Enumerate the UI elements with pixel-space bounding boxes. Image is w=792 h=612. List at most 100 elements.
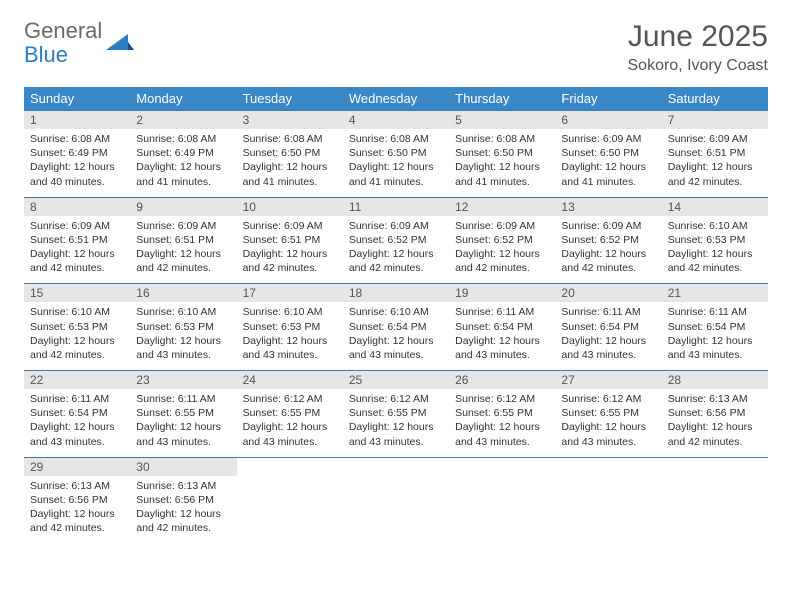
page: General Blue June 2025 Sokoro, Ivory Coa… — [0, 0, 792, 563]
calendar-cell: 10Sunrise: 6:09 AMSunset: 6:51 PMDayligh… — [237, 197, 343, 284]
page-subtitle: Sokoro, Ivory Coast — [628, 57, 769, 75]
logo: General Blue — [24, 20, 134, 68]
calendar-week-row: 15Sunrise: 6:10 AMSunset: 6:53 PMDayligh… — [24, 284, 768, 371]
day-number: 1 — [24, 111, 130, 129]
day-details: Sunrise: 6:08 AMSunset: 6:49 PMDaylight:… — [24, 129, 130, 197]
calendar-cell: 3Sunrise: 6:08 AMSunset: 6:50 PMDaylight… — [237, 111, 343, 198]
day-number: 4 — [343, 111, 449, 129]
day-details: Sunrise: 6:12 AMSunset: 6:55 PMDaylight:… — [555, 389, 661, 457]
day-number: 17 — [237, 284, 343, 302]
calendar-cell: 27Sunrise: 6:12 AMSunset: 6:55 PMDayligh… — [555, 371, 661, 458]
day-number: 13 — [555, 198, 661, 216]
day-number: 29 — [24, 458, 130, 476]
day-number: 24 — [237, 371, 343, 389]
day-details: Sunrise: 6:08 AMSunset: 6:50 PMDaylight:… — [343, 129, 449, 197]
day-number: 23 — [130, 371, 236, 389]
day-number: 2 — [130, 111, 236, 129]
calendar-cell: 16Sunrise: 6:10 AMSunset: 6:53 PMDayligh… — [130, 284, 236, 371]
title-block: June 2025 Sokoro, Ivory Coast — [628, 20, 769, 75]
calendar-week-row: 29Sunrise: 6:13 AMSunset: 6:56 PMDayligh… — [24, 457, 768, 543]
calendar-cell: 8Sunrise: 6:09 AMSunset: 6:51 PMDaylight… — [24, 197, 130, 284]
day-number: 15 — [24, 284, 130, 302]
day-number: 11 — [343, 198, 449, 216]
day-details: Sunrise: 6:08 AMSunset: 6:49 PMDaylight:… — [130, 129, 236, 197]
weekday-header: Wednesday — [343, 87, 449, 111]
calendar-cell: 22Sunrise: 6:11 AMSunset: 6:54 PMDayligh… — [24, 371, 130, 458]
day-number: 5 — [449, 111, 555, 129]
calendar-cell: 14Sunrise: 6:10 AMSunset: 6:53 PMDayligh… — [662, 197, 768, 284]
calendar-cell: 18Sunrise: 6:10 AMSunset: 6:54 PMDayligh… — [343, 284, 449, 371]
day-details: Sunrise: 6:10 AMSunset: 6:53 PMDaylight:… — [237, 302, 343, 370]
day-details: Sunrise: 6:09 AMSunset: 6:51 PMDaylight:… — [130, 216, 236, 284]
calendar-cell: 30Sunrise: 6:13 AMSunset: 6:56 PMDayligh… — [130, 457, 236, 543]
weekday-header: Saturday — [662, 87, 768, 111]
day-number: 21 — [662, 284, 768, 302]
calendar-table: Sunday Monday Tuesday Wednesday Thursday… — [24, 87, 768, 543]
day-details: Sunrise: 6:13 AMSunset: 6:56 PMDaylight:… — [662, 389, 768, 457]
day-details: Sunrise: 6:12 AMSunset: 6:55 PMDaylight:… — [237, 389, 343, 457]
calendar-cell: 23Sunrise: 6:11 AMSunset: 6:55 PMDayligh… — [130, 371, 236, 458]
triangle-icon — [106, 32, 134, 57]
calendar-cell — [343, 457, 449, 543]
day-number: 14 — [662, 198, 768, 216]
day-details: Sunrise: 6:08 AMSunset: 6:50 PMDaylight:… — [449, 129, 555, 197]
calendar-cell: 1Sunrise: 6:08 AMSunset: 6:49 PMDaylight… — [24, 111, 130, 198]
header: General Blue June 2025 Sokoro, Ivory Coa… — [24, 20, 768, 75]
day-details: Sunrise: 6:09 AMSunset: 6:51 PMDaylight:… — [237, 216, 343, 284]
day-details: Sunrise: 6:12 AMSunset: 6:55 PMDaylight:… — [343, 389, 449, 457]
day-number: 7 — [662, 111, 768, 129]
day-details: Sunrise: 6:10 AMSunset: 6:54 PMDaylight:… — [343, 302, 449, 370]
logo-text-block: General Blue — [24, 20, 102, 68]
calendar-cell: 11Sunrise: 6:09 AMSunset: 6:52 PMDayligh… — [343, 197, 449, 284]
day-number: 8 — [24, 198, 130, 216]
day-details: Sunrise: 6:09 AMSunset: 6:52 PMDaylight:… — [449, 216, 555, 284]
day-number: 10 — [237, 198, 343, 216]
calendar-week-row: 8Sunrise: 6:09 AMSunset: 6:51 PMDaylight… — [24, 197, 768, 284]
day-details: Sunrise: 6:10 AMSunset: 6:53 PMDaylight:… — [130, 302, 236, 370]
day-details: Sunrise: 6:08 AMSunset: 6:50 PMDaylight:… — [237, 129, 343, 197]
day-number: 28 — [662, 371, 768, 389]
day-details: Sunrise: 6:13 AMSunset: 6:56 PMDaylight:… — [130, 476, 236, 544]
calendar-cell: 29Sunrise: 6:13 AMSunset: 6:56 PMDayligh… — [24, 457, 130, 543]
day-details: Sunrise: 6:09 AMSunset: 6:52 PMDaylight:… — [555, 216, 661, 284]
day-number: 12 — [449, 198, 555, 216]
calendar-cell: 9Sunrise: 6:09 AMSunset: 6:51 PMDaylight… — [130, 197, 236, 284]
calendar-cell: 26Sunrise: 6:12 AMSunset: 6:55 PMDayligh… — [449, 371, 555, 458]
day-number: 16 — [130, 284, 236, 302]
calendar-cell: 25Sunrise: 6:12 AMSunset: 6:55 PMDayligh… — [343, 371, 449, 458]
logo-line2: Blue — [24, 42, 102, 68]
day-number: 27 — [555, 371, 661, 389]
day-details: Sunrise: 6:11 AMSunset: 6:54 PMDaylight:… — [449, 302, 555, 370]
day-details: Sunrise: 6:12 AMSunset: 6:55 PMDaylight:… — [449, 389, 555, 457]
calendar-cell: 28Sunrise: 6:13 AMSunset: 6:56 PMDayligh… — [662, 371, 768, 458]
calendar-cell: 17Sunrise: 6:10 AMSunset: 6:53 PMDayligh… — [237, 284, 343, 371]
day-details: Sunrise: 6:11 AMSunset: 6:54 PMDaylight:… — [555, 302, 661, 370]
day-details: Sunrise: 6:11 AMSunset: 6:54 PMDaylight:… — [662, 302, 768, 370]
day-details: Sunrise: 6:11 AMSunset: 6:55 PMDaylight:… — [130, 389, 236, 457]
calendar-cell: 12Sunrise: 6:09 AMSunset: 6:52 PMDayligh… — [449, 197, 555, 284]
weekday-header-row: Sunday Monday Tuesday Wednesday Thursday… — [24, 87, 768, 111]
calendar-cell: 15Sunrise: 6:10 AMSunset: 6:53 PMDayligh… — [24, 284, 130, 371]
page-title: June 2025 — [628, 20, 769, 53]
calendar-cell: 6Sunrise: 6:09 AMSunset: 6:50 PMDaylight… — [555, 111, 661, 198]
calendar-cell: 2Sunrise: 6:08 AMSunset: 6:49 PMDaylight… — [130, 111, 236, 198]
calendar-cell — [555, 457, 661, 543]
day-details: Sunrise: 6:09 AMSunset: 6:50 PMDaylight:… — [555, 129, 661, 197]
day-number: 18 — [343, 284, 449, 302]
calendar-cell: 24Sunrise: 6:12 AMSunset: 6:55 PMDayligh… — [237, 371, 343, 458]
day-number: 26 — [449, 371, 555, 389]
day-details: Sunrise: 6:13 AMSunset: 6:56 PMDaylight:… — [24, 476, 130, 544]
calendar-cell: 13Sunrise: 6:09 AMSunset: 6:52 PMDayligh… — [555, 197, 661, 284]
day-details: Sunrise: 6:10 AMSunset: 6:53 PMDaylight:… — [24, 302, 130, 370]
calendar-cell: 21Sunrise: 6:11 AMSunset: 6:54 PMDayligh… — [662, 284, 768, 371]
weekday-header: Friday — [555, 87, 661, 111]
calendar-cell: 5Sunrise: 6:08 AMSunset: 6:50 PMDaylight… — [449, 111, 555, 198]
calendar-week-row: 22Sunrise: 6:11 AMSunset: 6:54 PMDayligh… — [24, 371, 768, 458]
day-number: 25 — [343, 371, 449, 389]
day-number: 3 — [237, 111, 343, 129]
calendar-cell: 4Sunrise: 6:08 AMSunset: 6:50 PMDaylight… — [343, 111, 449, 198]
weekday-header: Thursday — [449, 87, 555, 111]
weekday-header: Sunday — [24, 87, 130, 111]
weekday-header: Tuesday — [237, 87, 343, 111]
day-details: Sunrise: 6:11 AMSunset: 6:54 PMDaylight:… — [24, 389, 130, 457]
